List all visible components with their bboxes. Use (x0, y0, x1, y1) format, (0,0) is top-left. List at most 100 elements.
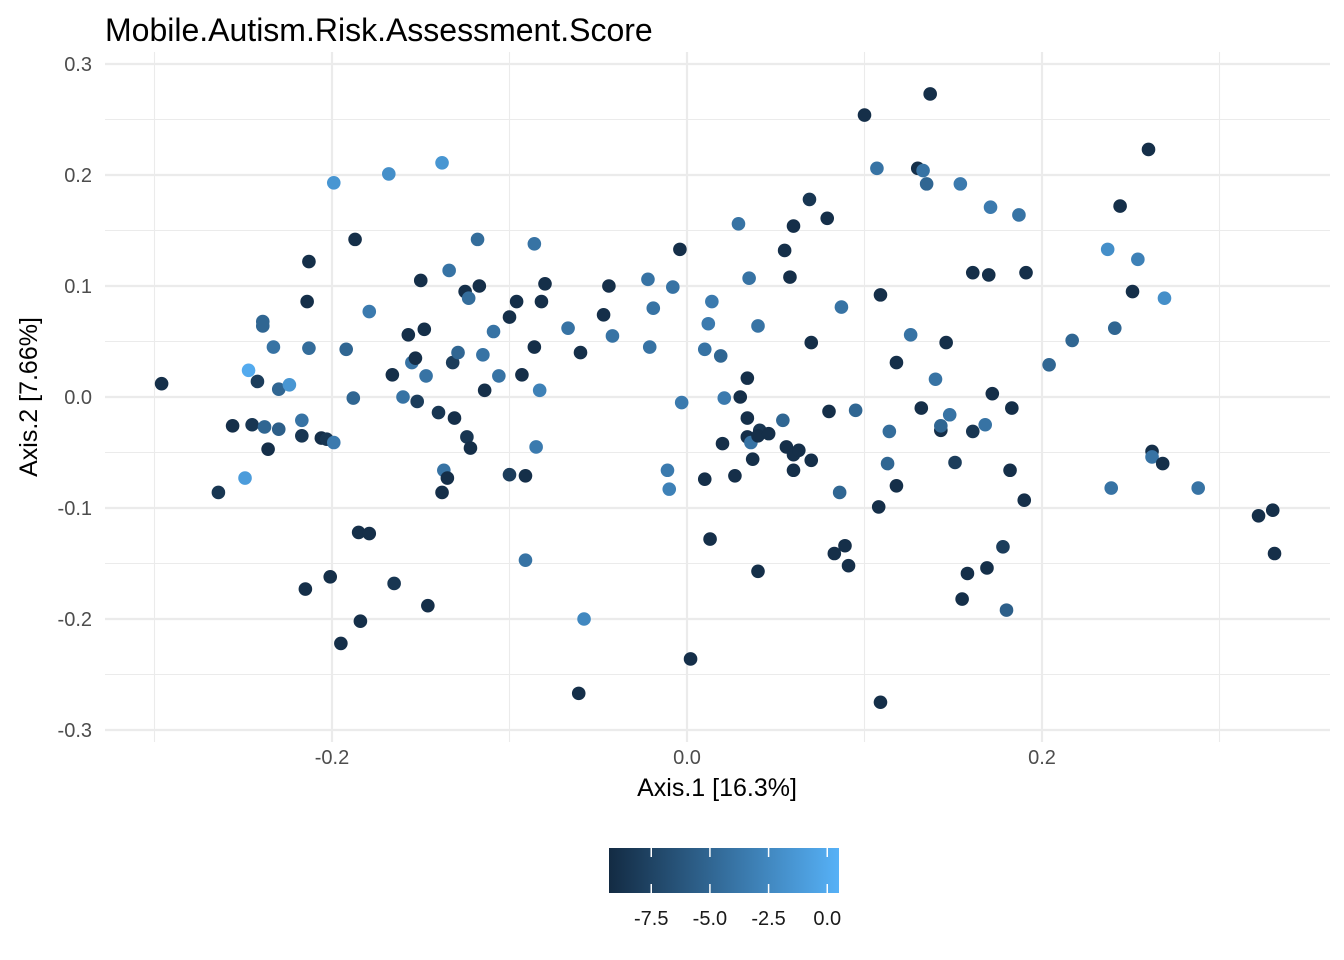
data-point (266, 340, 281, 354)
data-point (527, 237, 542, 251)
data-point (502, 310, 517, 324)
data-point (257, 420, 272, 434)
data-point (777, 243, 792, 258)
data-point (783, 270, 797, 284)
data-point (834, 300, 849, 314)
data-point (1065, 333, 1079, 348)
data-point (742, 271, 756, 286)
data-point (435, 485, 449, 500)
data-point (673, 242, 687, 257)
data-point (295, 429, 309, 443)
data-point (960, 566, 975, 581)
data-point (577, 612, 591, 626)
data-point (529, 440, 543, 454)
data-point (346, 391, 361, 405)
data-point (713, 349, 728, 363)
y-tick-label: -0.2 (58, 609, 92, 631)
x-tick-label: 0.0 (673, 747, 701, 769)
data-point (440, 471, 455, 485)
data-point (731, 217, 746, 231)
data-point (476, 348, 490, 362)
data-point (848, 403, 863, 418)
data-point (786, 219, 801, 233)
data-point (442, 263, 456, 278)
data-point (154, 376, 169, 391)
data-point (387, 576, 401, 591)
data-point (339, 342, 354, 357)
data-point (282, 377, 297, 392)
data-point (786, 463, 801, 478)
data-point (241, 363, 256, 378)
data-point (532, 383, 547, 398)
data-point (857, 108, 872, 122)
data-point (245, 417, 259, 432)
data-point (353, 614, 368, 629)
data-point (509, 294, 524, 309)
data-point (953, 177, 968, 191)
y-axis-title: Axis.2 [7.66%] (15, 317, 43, 477)
data-point (561, 321, 575, 335)
data-point (1017, 493, 1032, 508)
data-point (463, 441, 478, 455)
y-tick-label: -0.3 (58, 720, 92, 742)
data-point (740, 371, 755, 385)
data-point (515, 368, 529, 382)
y-tick-label: -0.1 (58, 498, 92, 520)
data-point (871, 500, 886, 514)
data-point (948, 455, 962, 470)
data-point (431, 405, 446, 420)
data-point (302, 341, 316, 355)
data-point (642, 340, 657, 354)
data-point (983, 200, 998, 214)
y-axis-ticks: -0.3 -0.2 -0.1 0.0 0.1 0.2 0.3 (58, 54, 92, 742)
data-point (827, 546, 842, 561)
data-point (792, 443, 806, 458)
colorbar-label: -2.5 (751, 908, 785, 930)
data-point (326, 175, 341, 190)
data-point (1104, 481, 1119, 495)
data-point (447, 411, 462, 425)
data-point (674, 395, 689, 410)
data-point (641, 272, 655, 287)
data-point (295, 413, 309, 428)
data-point (1100, 242, 1115, 257)
data-point (978, 417, 992, 432)
colorbar-label: -7.5 (634, 908, 668, 930)
data-point (662, 482, 677, 496)
data-point (740, 411, 755, 425)
data-point (822, 404, 836, 419)
data-point (939, 335, 953, 350)
data-point (238, 471, 252, 485)
data-point (571, 686, 586, 701)
data-point (225, 419, 240, 433)
data-point (889, 355, 904, 370)
data-point (534, 294, 549, 309)
data-point (401, 328, 416, 342)
data-point (776, 413, 790, 428)
data-point (666, 280, 680, 294)
data-point (980, 561, 994, 575)
data-point (502, 467, 517, 482)
data-point (527, 340, 542, 354)
x-axis-ticks: -0.2 0.0 0.2 (315, 747, 1056, 769)
colorbar-label: -5.0 (693, 908, 727, 930)
data-point (802, 192, 817, 207)
data-point (1019, 265, 1033, 280)
data-point (919, 177, 934, 191)
data-point (255, 319, 270, 333)
data-point (733, 390, 748, 404)
data-point (1265, 503, 1280, 518)
data-point (408, 351, 423, 365)
data-point (250, 374, 265, 389)
data-point (804, 335, 819, 350)
data-point (348, 232, 362, 247)
data-point (928, 372, 943, 387)
data-point (981, 268, 996, 282)
data-point (211, 485, 226, 500)
data-point (472, 279, 487, 293)
data-point (715, 436, 730, 451)
data-point (362, 526, 377, 541)
data-point (1113, 199, 1127, 213)
data-point (573, 345, 588, 360)
data-point (728, 469, 742, 483)
